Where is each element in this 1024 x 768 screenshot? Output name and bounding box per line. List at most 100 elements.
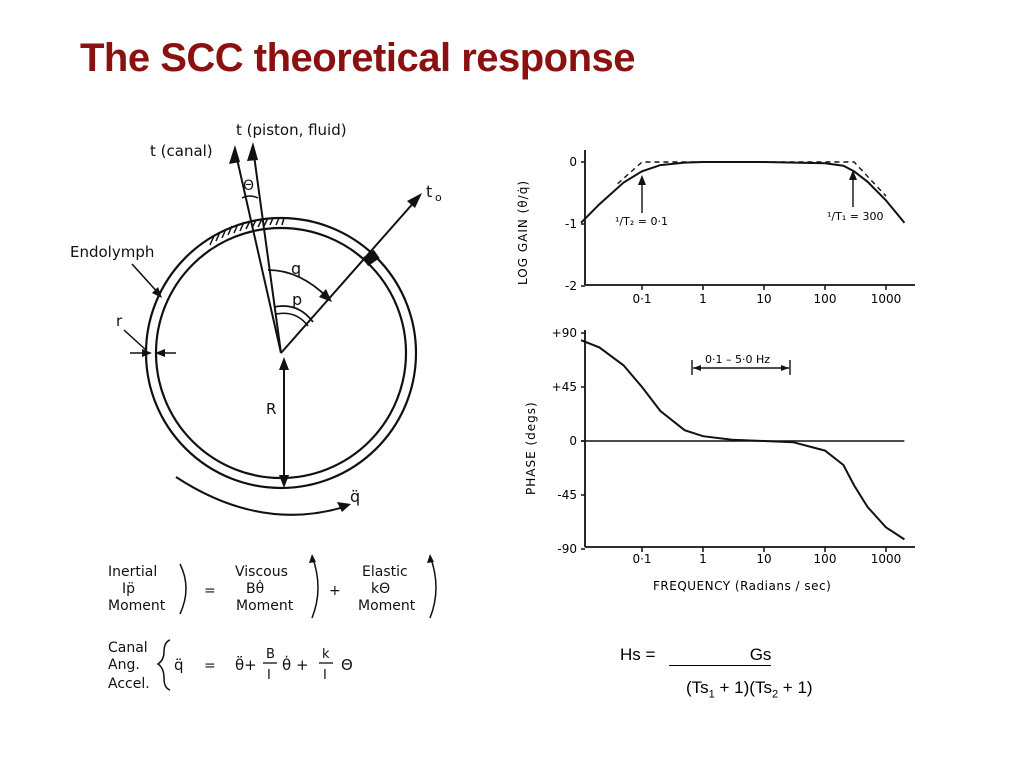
q-label: q (291, 259, 301, 278)
phase-y-tick-label: -90 (557, 542, 577, 556)
t-o-line (280, 199, 417, 354)
t1-pointer-arrow (849, 170, 857, 180)
gain-y-tick-label: 0 (569, 155, 577, 169)
eq-equals1: = (204, 583, 216, 599)
eq-ktheta: kΘ (371, 581, 390, 597)
gain-x-tick-label: 10 (756, 292, 771, 306)
p-arc (273, 305, 314, 323)
eq-btheta: Bθ̇ (246, 579, 264, 597)
r-pointer (123, 329, 147, 351)
phase-x-tick-label: 0·1 (632, 552, 651, 566)
eq-moment1: Moment (108, 598, 166, 614)
r-dim-left-arrow (142, 349, 152, 357)
phase-y-tick-label: +45 (552, 380, 577, 394)
q-ddot-arc (175, 476, 345, 516)
eq-bracket2-arrow (309, 554, 316, 563)
t-piston-arrow (247, 142, 258, 161)
formula-numerator-row: Hs = Gs (620, 645, 772, 666)
eq-ip: Ip̈ (122, 581, 135, 597)
t2-pointer-arrow (638, 175, 646, 185)
phase-x-tick-label: 100 (814, 552, 837, 566)
t-o-subscript: o (435, 191, 442, 204)
eq-I2: I (323, 668, 327, 683)
t-piston-label: t (piston, fluid) (236, 121, 347, 139)
phase-y-label: PHASE (degs) (524, 401, 538, 495)
gain-y-tick-label: -1 (565, 217, 577, 231)
eq-equals2: = (204, 658, 216, 674)
eq-inertial: Inertial (108, 564, 157, 580)
gain-x-tick-label: 1 (699, 292, 707, 306)
eq-bracket3 (429, 555, 437, 619)
p-arc-inner (275, 312, 309, 327)
phase-y-tick-label: 0 (569, 434, 577, 448)
p-label: p (292, 290, 302, 309)
eq-brace (156, 639, 171, 691)
t-piston-line (252, 147, 282, 354)
q-arc-arrow (319, 289, 332, 302)
slide-title: The SCC theoretical response (80, 36, 636, 80)
phase-chart: PHASE (degs) FREQUENCY (Radians / sec) +… (524, 326, 915, 593)
bode-charts: LOG GAIN (θ/q̇) 0-1-2 0·1 1 10 100 1000 ¹/T₂… (516, 150, 915, 593)
R-label: R (266, 400, 276, 418)
radius-arrow-bottom (279, 475, 289, 488)
eq-I1: I (267, 668, 271, 683)
formula-lhs: Hs = (620, 645, 656, 664)
equations-block: Inertial Ip̈ Moment = Viscous Bθ̇ Moment… (108, 554, 437, 692)
t2-annotation: ¹/T₂ = 0·1 (615, 215, 668, 228)
gain-y-tick-label: -2 (565, 279, 577, 293)
phase-x-tick-label: 1000 (871, 552, 902, 566)
formula-denominator: (Ts1 + 1)(Ts2 + 1) (686, 678, 813, 700)
phase-series-solid (580, 339, 905, 541)
gain-series-solid (580, 161, 906, 224)
eq-bracket1 (179, 563, 187, 615)
theta-arc (241, 195, 259, 199)
eq-elastic: Elastic (362, 564, 408, 580)
eq-accel: Accel. (108, 676, 150, 692)
gain-x-tick-label: 1000 (871, 292, 902, 306)
band-annotation: 0·1 – 5·0 Hz (705, 353, 770, 366)
endolymph-label: Endolymph (70, 243, 154, 261)
eq-moment2: Moment (236, 598, 294, 614)
phase-x-tick-label: 10 (756, 552, 771, 566)
t-canal-label: t (canal) (150, 142, 213, 160)
q-ddot-arrow (337, 502, 351, 512)
cupula-hatch (209, 217, 285, 246)
formula-den-a: (Ts (686, 678, 709, 697)
formula-den-c: + 1) (778, 678, 813, 697)
eq-theta: Θ (341, 656, 353, 674)
r-label: r (116, 312, 123, 330)
q-ddot-label: q̈ (350, 487, 360, 506)
phase-x-label: FREQUENCY (Radians / sec) (653, 579, 831, 593)
theta-label: Θ (243, 178, 254, 194)
t1-annotation: ¹/T₁ = 300 (827, 210, 883, 223)
eq-bracket3-arrow (427, 554, 434, 563)
eq-B: B (266, 647, 275, 662)
endolymph-pointer-arrow (152, 287, 162, 298)
eq-bracket2 (311, 555, 319, 619)
band-label-bg (703, 351, 779, 365)
phase-y-tick-label: +90 (552, 326, 577, 340)
eq-ang: Ang. (108, 657, 140, 673)
phase-y-tick-label: -45 (557, 488, 577, 502)
eq-q-ddot: q̈ (174, 656, 184, 674)
formula-den-a-sub: 1 (708, 688, 715, 701)
gain-x-tick-label: 100 (814, 292, 837, 306)
band-arrow-right (781, 365, 789, 371)
eq-plus: + (329, 583, 341, 599)
eq-canal: Canal (108, 640, 148, 656)
phase-x-tick-label: 1 (699, 552, 707, 566)
formula-numerator: Gs (669, 645, 772, 666)
t-canal-line (234, 149, 282, 354)
canal-diagram: t (canal) t (piston, fluid) Θ t o Endoly… (70, 121, 442, 516)
t-o-arrow (407, 193, 422, 208)
formula-den-b: + 1)(Ts (714, 678, 772, 697)
eq-k: k (322, 647, 330, 662)
t-o-label: t (426, 182, 432, 201)
eq-theta-ddot: θ̈+ (235, 654, 257, 674)
formula-den-b-sub: 2 (771, 688, 779, 701)
ring-marker (362, 249, 380, 267)
gain-x-tick-label: 0·1 (632, 292, 651, 306)
r-dim-right-arrow (155, 349, 165, 357)
gain-chart: LOG GAIN (θ/q̇) 0 -1 -2 0·1 1 10 100 1000 ¹/T₂… (516, 150, 915, 306)
t-canal-arrow (229, 145, 240, 164)
